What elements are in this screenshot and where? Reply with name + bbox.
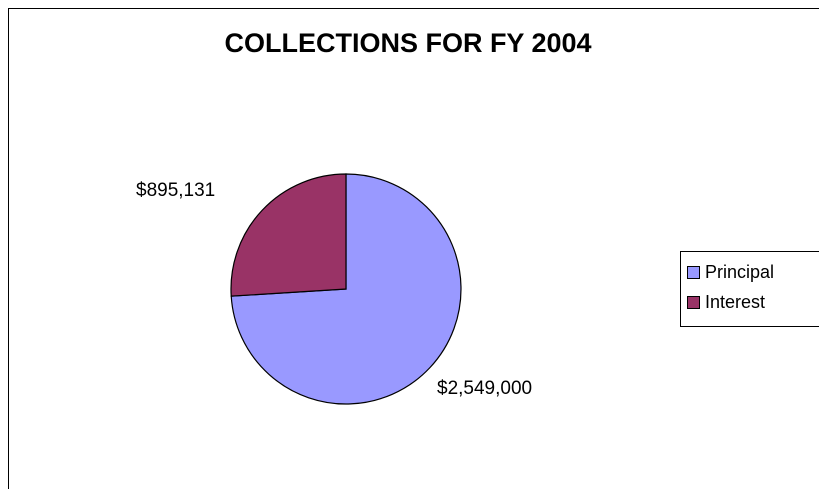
legend-swatch-interest [687, 295, 700, 309]
pie-slice-interest [230, 173, 347, 297]
legend-swatch-principal [687, 265, 700, 279]
legend-label-interest: Interest [705, 291, 766, 312]
data-label-interest: $895,131 [136, 180, 216, 201]
chart-title: COLLECTIONS FOR FY 2004 [224, 28, 592, 58]
legend-label-principal: Principal [705, 261, 775, 282]
legend: Principal Interest [680, 251, 819, 327]
legend-item-interest: Interest [687, 290, 765, 314]
data-label-principal: $2,549,000 [437, 378, 533, 399]
legend-item-principal: Principal [687, 260, 774, 284]
